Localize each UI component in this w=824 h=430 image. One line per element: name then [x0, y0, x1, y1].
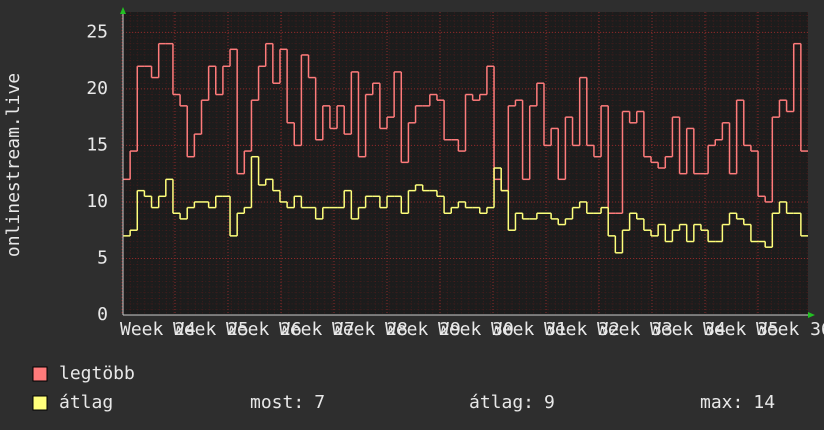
y-tick-label: 20 [86, 78, 108, 99]
x-tick-label: Week 28 [332, 319, 408, 340]
x-tick-label: Week 30 [438, 319, 514, 340]
stat-label: átlag: 9 [469, 392, 555, 413]
x-tick-label: Week 32 [544, 319, 620, 340]
stat-value: 14 [753, 392, 775, 413]
legend-label: legtöbb [59, 363, 135, 384]
y-tick-label: 25 [86, 21, 108, 42]
x-tick-label: Week 29 [385, 319, 461, 340]
x-arrow [808, 312, 815, 318]
x-tick-label: Week 34 [650, 319, 726, 340]
plot [121, 12, 808, 316]
x-tick-label: Week 36 [756, 319, 824, 340]
stat-value: 9 [544, 392, 555, 413]
stat-name: max: [700, 392, 743, 413]
y-tick-label: 10 [86, 191, 108, 212]
y-tick-label: 5 [97, 247, 108, 268]
x-tick-label: Week 35 [703, 319, 779, 340]
y-axis-title: onlinestream.live [3, 73, 24, 257]
y-tick-label: 0 [97, 304, 108, 325]
y-arrow [120, 7, 126, 14]
stat-name: átlag: [469, 392, 534, 413]
x-tick-label: Week 27 [279, 319, 355, 340]
x-tick-label: Week 25 [173, 319, 249, 340]
x-tick-label: Week 26 [226, 319, 302, 340]
stat-name: most: [250, 392, 304, 413]
x-tick-label: Week 33 [597, 319, 673, 340]
stat-value: 7 [314, 392, 325, 413]
legend-swatch [32, 395, 48, 411]
legend-swatch [32, 366, 48, 382]
stat-label: max: 14 [700, 392, 775, 413]
y-tick-label: 15 [86, 134, 108, 155]
legend-label: átlag [59, 392, 113, 413]
x-tick-label: Week 24 [120, 319, 196, 340]
stat-label: most: 7 [250, 392, 325, 413]
x-tick-label: Week 31 [491, 319, 567, 340]
